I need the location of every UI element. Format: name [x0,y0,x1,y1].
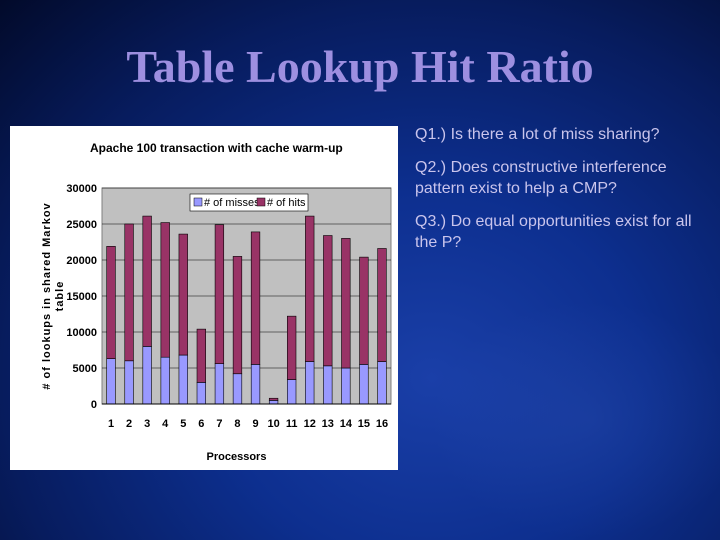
bar-misses [341,367,351,405]
x-tick-label: 9 [252,418,258,430]
bar-hits [106,246,116,359]
y-tick-label: 0 [91,399,97,411]
bar-misses [214,363,225,405]
bar-hits [323,235,333,367]
legend-box [189,193,309,212]
bar-misses [305,361,315,405]
legend-swatch [193,197,203,207]
bar-hits [178,233,188,356]
x-tick-label: 13 [322,418,334,430]
bar-misses [160,356,170,405]
question-1: Q1.) Is there a lot of miss sharing? [415,126,660,143]
x-tick-label: 7 [216,418,222,430]
bar-hits [160,222,170,358]
y-axis-label: # of lookups in shared Markovtable [41,202,66,389]
y-tick-label: 30000 [66,183,97,195]
x-tick-label: 3 [144,418,150,430]
x-tick-label: 4 [162,418,169,430]
bar-misses [359,364,369,405]
chart-panel: 0 5000 10000 15000 20000 25000 30000 1 2 3 4 5 6 7 8 9 1… [10,126,398,470]
legend-label: # of hits [267,197,306,209]
question-2: Q2.) Does constructive interference patt… [415,159,667,197]
legend-label: # of misses [204,197,260,209]
x-tick-label: 11 [286,418,298,430]
y-tick-label: 25000 [66,219,97,231]
bar-misses [323,365,333,405]
y-tick-label: 20000 [66,255,97,267]
x-tick-label: 1 [108,418,114,430]
bar-misses [178,354,188,405]
x-tick-label: 8 [234,418,240,430]
bar-hits [341,238,351,369]
question-3: Q3.) Do equal opportunities exist for al… [415,213,692,251]
x-tick-label: 15 [358,418,370,430]
x-tick-label: 10 [267,418,279,430]
bar-misses [232,373,243,405]
bar-hits [250,231,261,365]
chart-title: Apache 100 transaction with cache warm-u… [90,141,343,155]
x-tick-label: 2 [126,418,132,430]
bar-hits [359,256,369,365]
bar-hits [305,215,315,362]
bar-hits [377,248,387,362]
bar-hits [214,224,225,364]
bar-hits [287,315,297,380]
background-swirl [430,300,720,540]
legend-swatch [256,197,266,207]
x-axis-label: Processors [207,451,267,463]
slide-title: Table Lookup Hit Ratio [126,41,594,92]
bar-misses [268,400,279,405]
y-tick-label: 15000 [66,291,97,303]
bar-misses [196,382,206,405]
bar-misses [142,346,152,405]
x-tick-label: 6 [198,418,204,430]
x-tick-label: 5 [180,418,186,430]
bar-misses [287,379,297,405]
x-tick-label: 12 [304,418,316,430]
bar-hits [268,397,279,401]
bar-misses [377,361,387,405]
bar-hits [124,223,134,362]
y-tick-label: 10000 [66,327,97,339]
question-list: Q1.) Is there a lot of miss sharing? Q2.… [415,124,715,265]
bar-misses [124,360,134,405]
bar-hits [232,256,243,375]
bar-misses [106,358,116,405]
bar-misses [250,364,261,405]
bar-hits [196,328,206,383]
x-tick-label: 16 [376,418,388,430]
bar-hits [142,215,152,347]
y-tick-label: 5000 [73,363,97,375]
x-tick-label: 14 [340,418,353,430]
